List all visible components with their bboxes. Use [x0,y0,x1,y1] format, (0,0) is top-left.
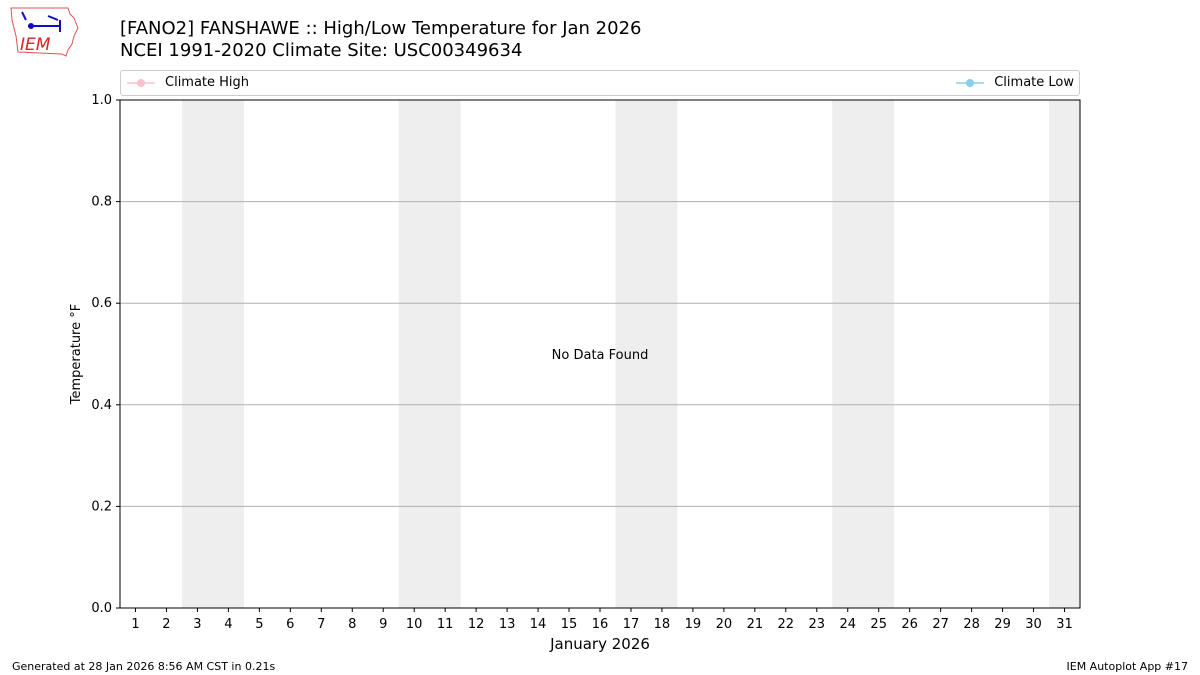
x-tick-label: 22 [778,617,795,632]
legend-item-climate-low: Climate Low [956,75,1074,90]
x-tick-label: 13 [499,617,516,632]
x-tick-label: 18 [654,617,671,632]
x-tick-label: 11 [437,617,454,632]
y-tick-label: 0.0 [91,601,112,616]
legend-item-climate-high: Climate High [127,75,249,90]
x-tick-label: 3 [193,617,201,632]
y-tick-label: 0.2 [91,499,112,514]
x-tick-label: 25 [870,617,887,632]
plot-frame [119,99,1081,609]
legend: Climate High Climate Low [120,70,1080,96]
x-tick-label: 6 [286,617,294,632]
legend-label: Climate Low [994,75,1074,90]
legend-marker-high [127,78,155,87]
weekend-band [615,100,678,608]
chart-title: [FANO2] FANSHAWE :: High/Low Temperature… [120,18,641,62]
iem-logo: IEM [8,6,80,62]
legend-label: Climate High [165,75,250,90]
svg-text:IEM: IEM [20,35,51,55]
x-tick-label: 29 [994,617,1011,632]
x-tick-label: 2 [162,617,170,632]
x-tick-label: 9 [379,617,387,632]
y-tick-label: 0.6 [91,296,112,311]
x-tick-label: 17 [623,617,640,632]
x-tick-label: 15 [561,617,578,632]
y-axis-label: Temperature °F [69,304,84,405]
x-tick-label: 16 [592,617,609,632]
x-tick-label: 1 [131,617,139,632]
title-line-2: NCEI 1991-2020 Climate Site: USC00349634 [120,40,523,61]
x-tick-label: 31 [1056,617,1073,632]
x-tick-label: 5 [255,617,263,632]
x-tick-label: 27 [932,617,949,632]
no-data-annotation: No Data Found [552,348,649,363]
x-tick-label: 30 [1025,617,1042,632]
title-line-1: [FANO2] FANSHAWE :: High/Low Temperature… [120,18,642,39]
x-tick-label: 14 [530,617,547,632]
y-tick-label: 1.0 [91,93,112,108]
x-tick-label: 19 [685,617,702,632]
x-tick-label: 28 [963,617,980,632]
x-tick-label: 21 [747,617,764,632]
x-tick-label: 24 [839,617,856,632]
x-axis-label: January 2026 [549,635,650,653]
weekend-band [398,100,461,608]
x-tick-label: 26 [901,617,918,632]
x-tick-label: 10 [406,617,423,632]
x-tick-label: 7 [317,617,325,632]
app-footer: IEM Autoplot App #17 [1066,660,1189,673]
x-tick-label: 20 [716,617,733,632]
x-tick-label: 23 [809,617,826,632]
y-tick-label: 0.4 [91,398,112,413]
weekend-band [181,100,244,608]
generated-footer: Generated at 28 Jan 2026 8:56 AM CST in … [12,660,276,673]
y-tick-label: 0.8 [91,195,112,210]
x-tick-label: 12 [468,617,485,632]
x-tick-label: 8 [348,617,356,632]
legend-marker-low [956,78,985,87]
x-tick-label: 4 [224,617,232,632]
weekend-band [832,100,895,608]
weekend-band [1049,100,1080,608]
